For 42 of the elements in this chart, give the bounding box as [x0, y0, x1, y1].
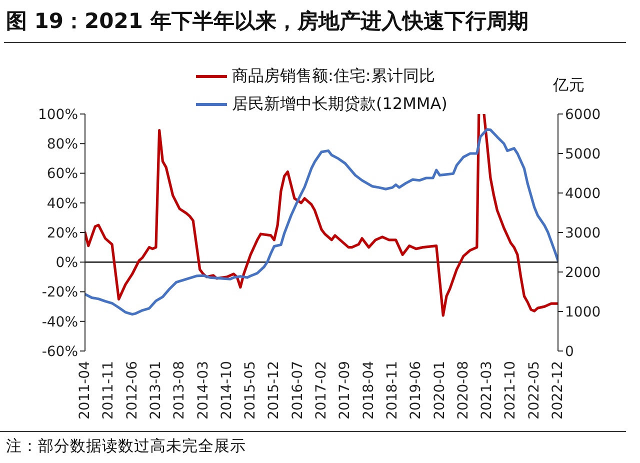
x-tick-label: 2022-05 [526, 361, 542, 420]
y2-tick-label: 4000 [565, 186, 601, 202]
x-tick-label: 2014-10 [218, 361, 235, 420]
y-tick-label: 20% [46, 225, 78, 242]
x-tick-label: 2020-08 [455, 361, 472, 420]
x-tick-label: 2021-10 [502, 361, 519, 420]
y-tick-label: 100% [38, 106, 78, 123]
y-tick-label: 60% [46, 166, 78, 182]
y-tick-label: -20% [42, 284, 78, 301]
x-tick-label: 2018-11 [384, 361, 400, 420]
y2-tick-label: 6000 [565, 106, 601, 123]
x-tick-label: 2014-03 [195, 361, 212, 420]
x-tick-label: 2021-03 [479, 361, 496, 420]
x-tick-label: 2022-12 [550, 361, 566, 420]
x-tick-label: 2017-02 [314, 361, 330, 420]
y-tick-label: 0% [56, 255, 78, 272]
x-tick-label: 2015-12 [266, 361, 282, 420]
x-tick-label: 2012-06 [124, 360, 140, 420]
x-tick-label: 2016-07 [290, 361, 306, 420]
y2-axis-title: 亿元 [553, 75, 585, 95]
y-tick-label: 80% [46, 136, 78, 153]
x-tick-label: 2017-09 [337, 361, 354, 420]
x-tick-label: 2013-01 [148, 361, 164, 420]
y2-tick-label: 5000 [565, 146, 601, 162]
y2-tick-label: 1000 [565, 304, 601, 320]
x-tick-label: 2011-11 [100, 361, 117, 420]
x-tick-label: 2015-05 [242, 361, 259, 420]
chart-title: 图 19：2021 年下半年以来，房地产进入快速下行周期 [6, 8, 528, 35]
x-tick-label: 2018-04 [360, 360, 377, 420]
text: 注：部分数据读数过高未完全展示 [6, 436, 246, 456]
x-tick-label: 2020-01 [432, 361, 448, 420]
legend-label: 商品房销售额:住宅:累计同比 [232, 66, 435, 86]
y-tick-label: -60% [42, 344, 78, 360]
legend-label: 居民新增中长期贷款(12MMA) [232, 94, 448, 114]
x-tick-label: 2019-06 [408, 360, 424, 420]
y-tick-label: 40% [46, 196, 78, 212]
y2-tick-label: 2000 [565, 264, 601, 281]
x-tick-label: 2011-04 [77, 360, 93, 420]
y2-tick-label: 3000 [565, 225, 601, 242]
y2-tick-label: 0 [565, 344, 574, 360]
x-tick-label: 2013-08 [172, 361, 188, 420]
y-tick-label: -40% [42, 314, 78, 330]
